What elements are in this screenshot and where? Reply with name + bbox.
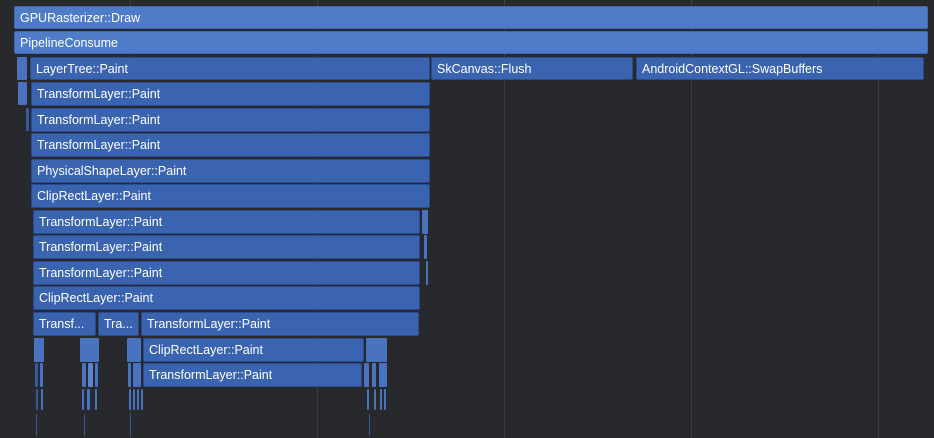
slice-transform-layer-paint[interactable]: TransformLayer::Paint (31, 108, 430, 132)
slice-clip-rect-layer-paint[interactable]: ClipRectLayer::Paint (33, 286, 420, 310)
slice-transform-layer-paint[interactable]: TransformLayer::Paint (143, 363, 362, 387)
slice-android-swap-buffers[interactable]: AndroidContextGL::SwapBuffers (636, 57, 924, 80)
slice-sliver[interactable] (95, 389, 97, 410)
slice-transform-layer-paint[interactable]: Tra... (98, 312, 139, 336)
slice-sliver[interactable] (130, 414, 131, 436)
grid-line (878, 0, 879, 438)
slice-transform-layer-paint[interactable]: TransformLayer::Paint (31, 133, 430, 157)
slice-sliver[interactable] (364, 363, 369, 387)
slice-sliver[interactable] (372, 363, 376, 387)
slice-sliver[interactable] (128, 363, 131, 387)
slice-sliver[interactable] (129, 389, 131, 410)
slice-transform-layer-paint[interactable]: TransformLayer::Paint (141, 312, 419, 336)
grid-line (691, 0, 692, 438)
slice-sliver[interactable] (88, 363, 93, 387)
slice-sliver[interactable] (426, 261, 428, 285)
slice-sliver[interactable] (422, 210, 428, 234)
slice-sliver[interactable] (369, 414, 370, 436)
slice-sliver[interactable] (95, 363, 98, 387)
slice-sliver[interactable] (34, 338, 44, 362)
slice-clip-rect-layer-paint[interactable]: ClipRectLayer::Paint (31, 184, 430, 208)
slice-clip-rect-layer-paint[interactable]: ClipRectLayer::Paint (143, 338, 364, 362)
slice-sliver[interactable] (84, 414, 85, 436)
slice-sliver[interactable] (36, 389, 38, 410)
grid-line (504, 0, 505, 438)
slice-sliver[interactable] (18, 82, 27, 105)
slice-sliver[interactable] (26, 108, 29, 131)
slice-sliver[interactable] (366, 338, 387, 362)
slice-sliver[interactable] (133, 389, 135, 410)
slice-transform-layer-paint[interactable]: TransformLayer::Paint (33, 210, 420, 234)
slice-sliver[interactable] (17, 57, 27, 80)
slice-sliver[interactable] (40, 363, 43, 387)
slice-transform-layer-paint[interactable]: Transf... (33, 312, 96, 336)
slice-sliver[interactable] (41, 389, 43, 410)
slice-sliver[interactable] (424, 235, 427, 259)
slice-sliver[interactable] (80, 338, 99, 362)
slice-sliver[interactable] (35, 363, 38, 387)
slice-skcanvas-flush[interactable]: SkCanvas::Flush (431, 57, 633, 80)
slice-gpu-rasterizer-draw[interactable]: GPURasterizer::Draw (14, 6, 928, 29)
slice-sliver[interactable] (137, 389, 139, 410)
slice-layer-tree-paint[interactable]: LayerTree::Paint (30, 57, 430, 80)
slice-pipeline-consume[interactable]: PipelineConsume (14, 31, 928, 54)
slice-sliver[interactable] (379, 363, 387, 387)
slice-physical-shape-layer-paint[interactable]: PhysicalShapeLayer::Paint (31, 159, 430, 183)
slice-transform-layer-paint[interactable]: TransformLayer::Paint (33, 235, 420, 259)
slice-transform-layer-paint[interactable]: TransformLayer::Paint (33, 261, 420, 285)
slice-sliver[interactable] (36, 414, 37, 436)
slice-sliver[interactable] (367, 389, 369, 410)
slice-sliver[interactable] (82, 389, 84, 410)
slice-sliver[interactable] (87, 389, 90, 410)
slice-sliver[interactable] (384, 389, 386, 410)
slice-sliver[interactable] (82, 363, 86, 387)
slice-sliver[interactable] (380, 389, 382, 410)
slice-sliver[interactable] (141, 389, 143, 410)
slice-sliver[interactable] (127, 338, 141, 362)
slice-sliver[interactable] (374, 389, 376, 410)
slice-transform-layer-paint[interactable]: TransformLayer::Paint (31, 82, 430, 106)
slice-sliver[interactable] (133, 363, 141, 387)
